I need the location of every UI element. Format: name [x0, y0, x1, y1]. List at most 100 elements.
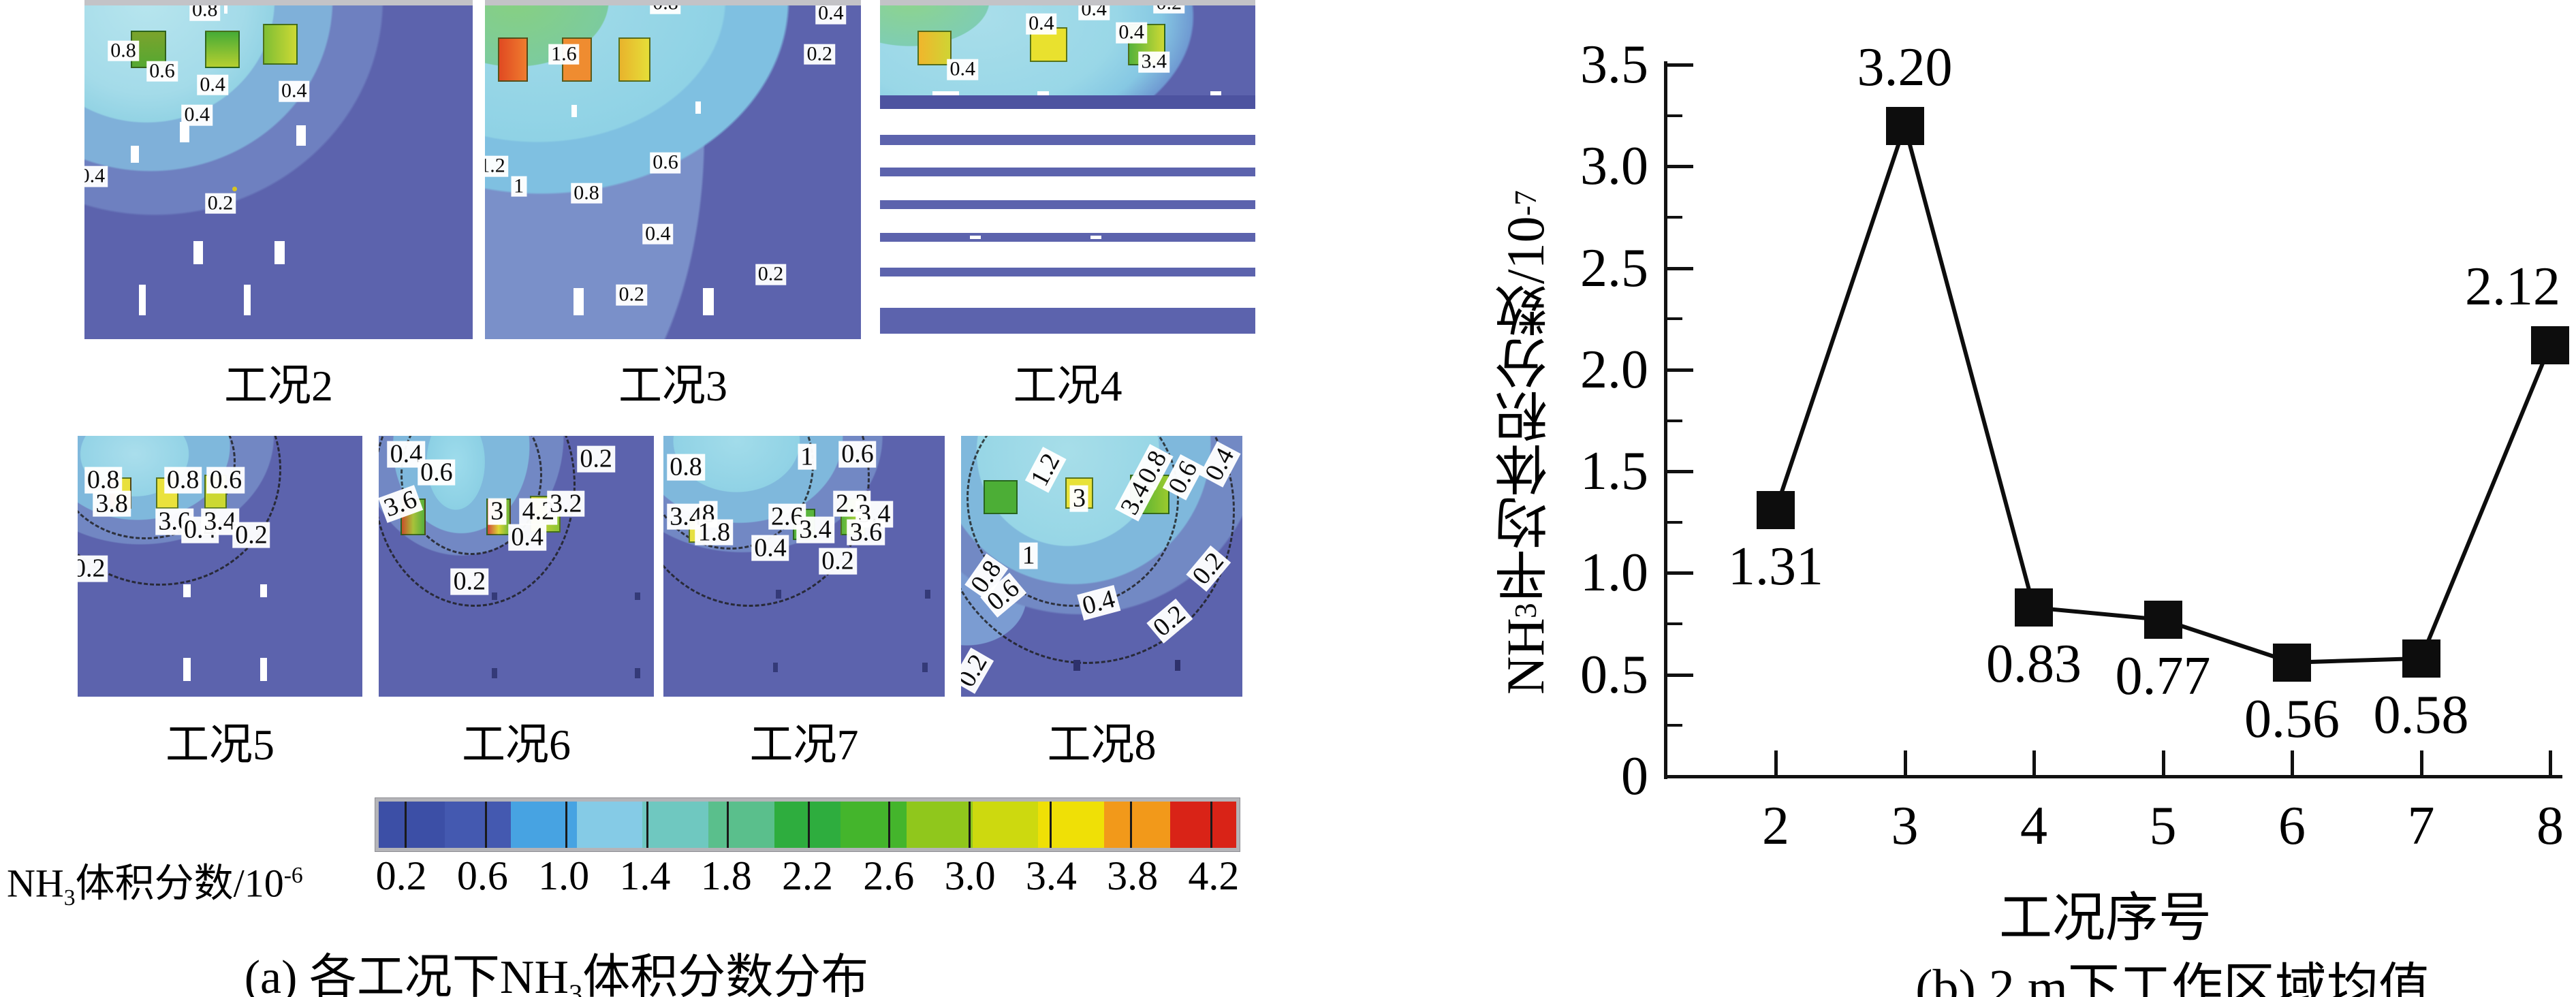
- colorbar-tick-label: 1.8: [700, 853, 752, 898]
- data-point-value-label: 1.31: [1728, 536, 1823, 597]
- colorbar: [375, 797, 1240, 852]
- vent-mark: [573, 288, 584, 316]
- contour-level-label: 1: [1019, 543, 1038, 569]
- x-axis-label: 工况序号: [1998, 888, 2212, 947]
- vent-mark: [1073, 660, 1081, 671]
- contour-level-label: 0.4: [1116, 22, 1147, 44]
- vent-mark: [571, 105, 578, 117]
- vent-mark: [179, 122, 190, 143]
- colorbar-tick: [1049, 802, 1052, 848]
- vent-mark: [1174, 660, 1181, 671]
- contour-level-label: 0.4: [947, 59, 978, 80]
- x-tick-label: 8: [2536, 796, 2564, 856]
- vent-mark: [634, 592, 640, 601]
- contour-level-label: 0.8: [571, 183, 602, 204]
- x-tick-label: 2: [1762, 796, 1789, 856]
- colorbar-tick: [969, 802, 971, 848]
- contour-level-label: 0.6: [650, 152, 681, 174]
- contour-level-label: 1.8: [695, 519, 734, 546]
- contour-level-label: 0.2: [755, 264, 787, 285]
- x-tick-label: 7: [2407, 796, 2435, 856]
- y-minor-tick: [1667, 622, 1682, 626]
- plot-top-border: [84, 0, 473, 5]
- colorbar-tick: [485, 802, 488, 848]
- x-tick-label: 5: [2149, 796, 2177, 856]
- contour-level-label: 0.2: [450, 569, 489, 595]
- colorbar-cell: [774, 802, 841, 848]
- data-point-marker: [2273, 643, 2311, 682]
- data-point-marker: [2402, 639, 2440, 678]
- y-minor-tick: [1667, 520, 1682, 524]
- colorbar-tick: [727, 802, 729, 848]
- contour-level-label: 0.2: [804, 44, 836, 65]
- contour-plot-6: 0.4 0.6 0.2 3.6 3 4.2 3.2 0.4 0.2: [379, 436, 654, 697]
- plot-top-border: [880, 0, 1255, 5]
- colorbar-tick-label: 0.2: [375, 853, 427, 898]
- vent-stripe: [880, 135, 1255, 145]
- contour-plot-4: 0.2 0.4 0.4 0.4 3.4 0.4: [880, 0, 1255, 339]
- y-major-tick: [1667, 775, 1693, 778]
- contour-level-label: 0.2: [819, 548, 857, 575]
- source-tank: [204, 30, 240, 68]
- vent-mark: [491, 667, 497, 679]
- x-tick-label: 3: [1891, 796, 1919, 856]
- subplot-label-2: 工况2: [224, 362, 333, 410]
- contour-level-label: 3.6: [847, 519, 885, 546]
- stripe-mark: [1090, 235, 1101, 240]
- colorbar-tick: [646, 802, 648, 848]
- y-minor-tick: [1667, 419, 1682, 422]
- data-point-marker: [1757, 490, 1795, 529]
- contour-level-label: 0.6: [418, 459, 456, 486]
- source-tank: [984, 480, 1018, 514]
- contour-level-label: 0.4: [815, 3, 847, 25]
- contour-level-label: 0.8: [163, 466, 202, 494]
- colorbar-tick: [1129, 802, 1132, 848]
- contour-level-label: 1: [798, 443, 817, 470]
- vent-stripe: [880, 233, 1255, 242]
- colorbar-cell: [906, 802, 973, 848]
- vent-stripe: [880, 268, 1255, 276]
- contour-level-label: 0.4: [279, 81, 310, 102]
- colorbar-cell: [972, 802, 1039, 848]
- vent-mark: [776, 589, 782, 599]
- colorbar-tick-label: 1.0: [538, 853, 590, 898]
- contour-level-label: 0.4: [751, 535, 789, 562]
- source-tank: [618, 37, 650, 82]
- source-tank: [498, 37, 529, 82]
- colorbar-cell: [642, 802, 709, 848]
- contour-level-label: 3.4: [1138, 51, 1169, 73]
- y-major-tick: [1667, 63, 1693, 67]
- colorbar-tick-label: 3.0: [944, 853, 996, 898]
- y-tick-label: 2.0: [1580, 339, 1648, 400]
- y-tick-label: 0.5: [1580, 644, 1648, 705]
- colorbar-cell: [510, 802, 577, 848]
- x-major-tick: [1903, 750, 1907, 776]
- x-major-tick: [2549, 750, 2552, 776]
- y-axis-line: [1664, 61, 1667, 779]
- contour-level-label: 0.6: [838, 441, 877, 468]
- y-minor-tick: [1667, 215, 1682, 219]
- data-point-marker: [2015, 588, 2053, 627]
- colorbar-tick-label: 2.6: [863, 853, 915, 898]
- contour-level-label: 0.8: [667, 454, 705, 481]
- vent-mark: [260, 584, 268, 598]
- data-point-value-label: 0.83: [1986, 634, 2082, 695]
- contour-plot-8: 1.2 0.8 0.4 0.6 3 3.4 1 0.8 0.6 0.4 0.2 0.2 0.2: [961, 436, 1242, 697]
- y-minor-tick: [1667, 114, 1682, 117]
- caption-panel-a: (a) 各工况下NH3体积分数分布: [244, 951, 869, 997]
- contour-plot-2: 0.8 0.8 0.6 0.4 0.4 0.4 0.4 0.2: [84, 0, 473, 339]
- vent-mark: [274, 240, 285, 265]
- contour-level-label: 0.4: [642, 223, 674, 244]
- y-major-tick: [1667, 673, 1693, 677]
- y-tick-label: 1.0: [1580, 543, 1648, 603]
- colorbar-tick-label: 3.8: [1107, 853, 1159, 898]
- x-axis-line: [1665, 775, 2562, 778]
- x-major-tick: [2419, 750, 2423, 776]
- contour-level-label: 0.4: [181, 104, 213, 126]
- y-tick-label: 1.5: [1580, 441, 1648, 502]
- y-minor-tick: [1667, 724, 1682, 727]
- vent-mark: [224, 0, 227, 14]
- vent-mark: [183, 584, 191, 598]
- colorbar-tick: [1210, 802, 1213, 848]
